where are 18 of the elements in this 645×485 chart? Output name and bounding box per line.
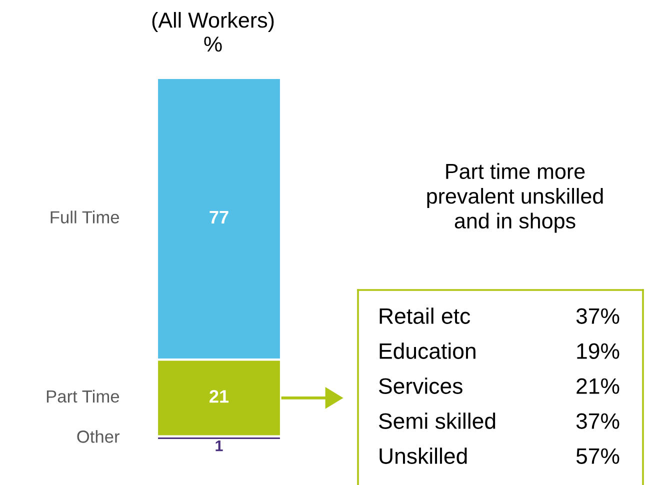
text: 37% (576, 308, 620, 324)
text: Other (77, 430, 120, 443)
data-label: 1 (216, 440, 223, 452)
text: 37% (576, 413, 620, 429)
text: 19% (577, 343, 620, 359)
text: Services (379, 378, 462, 394)
text: Education (380, 342, 476, 359)
text: Full Time (50, 210, 120, 224)
text: Unskilled (380, 448, 467, 464)
text: Part Time (46, 390, 120, 403)
text: 21% (576, 378, 620, 394)
text: Part time more prevalent unskilled and in shops (427, 163, 603, 233)
data-label: 77 (210, 211, 228, 224)
text: 57% (576, 448, 620, 464)
chart-title: (All Workers) % (152, 12, 274, 52)
data-label: 21 (210, 390, 229, 403)
text: Retail etc (380, 308, 470, 324)
text: Semi skilled (379, 412, 496, 429)
